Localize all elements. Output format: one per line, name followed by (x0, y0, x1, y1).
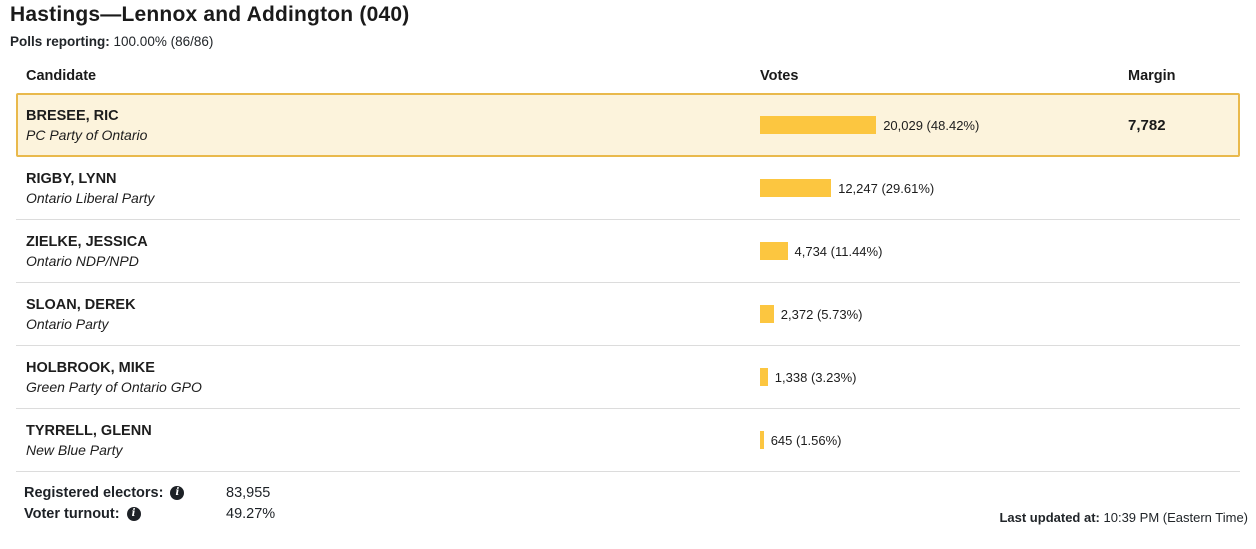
candidate-cell: TYRRELL, GLENN New Blue Party (26, 423, 760, 458)
candidate-name: TYRRELL, GLENN (26, 422, 152, 439)
votes-cell: 4,734 (11.44%) (760, 242, 1120, 260)
column-header-votes: Votes (760, 68, 799, 84)
vote-bar (760, 305, 774, 323)
results-table: Candidate Votes Margin BRESEE, RIC PC Pa… (16, 59, 1240, 472)
polls-reporting-value: 100.00% (86/86) (113, 34, 214, 49)
footer: Registered electors: i 83,955 Voter turn… (24, 485, 1248, 527)
vote-count: 20,029 (48.42%) (883, 117, 980, 133)
page-title: Hastings—Lennox and Addington (040) (10, 3, 410, 26)
registered-electors-row: Registered electors: i 83,955 (24, 485, 275, 501)
vote-count: 4,734 (11.44%) (794, 243, 883, 259)
candidate-row: RIGBY, LYNN Ontario Liberal Party 12,247… (16, 157, 1240, 220)
vote-bar (760, 368, 768, 386)
vote-bar (760, 179, 832, 197)
candidate-name: SLOAN, DEREK (26, 296, 136, 313)
candidate-row: BRESEE, RIC PC Party of Ontario 20,029 (… (16, 93, 1240, 157)
last-updated-label: Last updated at: (999, 510, 1100, 525)
candidate-party: Ontario NDP/NPD (26, 252, 139, 269)
votes-cell: 20,029 (48.42%) (760, 116, 1120, 134)
candidate-name: HOLBROOK, MIKE (26, 359, 155, 376)
last-updated-value: 10:39 PM (Eastern Time) (1103, 510, 1249, 525)
results-page: Hastings—Lennox and Addington (040) Poll… (10, 3, 1248, 527)
margin-value: 7,782 (1128, 116, 1166, 134)
table-header-row: Candidate Votes Margin (16, 59, 1240, 93)
candidate-name: BRESEE, RIC (26, 107, 119, 124)
candidate-cell: HOLBROOK, MIKE Green Party of Ontario GP… (26, 360, 760, 395)
candidate-name: RIGBY, LYNN (26, 170, 117, 187)
votes-cell: 645 (1.56%) (760, 431, 1120, 449)
voter-turnout-label: Voter turnout: i (24, 506, 226, 522)
voter-turnout-value: 49.27% (226, 506, 276, 522)
candidate-party: Ontario Party (26, 315, 109, 332)
candidate-name: ZIELKE, JESSICA (26, 233, 148, 250)
votes-cell: 12,247 (29.61%) (760, 179, 1120, 197)
candidate-party: PC Party of Ontario (26, 126, 148, 143)
votes-cell: 1,338 (3.23%) (760, 368, 1120, 386)
vote-count: 2,372 (5.73%) (780, 306, 863, 322)
results-rows: BRESEE, RIC PC Party of Ontario 20,029 (… (16, 93, 1240, 472)
votes-cell: 2,372 (5.73%) (760, 305, 1120, 323)
info-icon[interactable]: i (126, 507, 141, 521)
candidate-party: Green Party of Ontario GPO (26, 378, 202, 395)
candidate-row: ZIELKE, JESSICA Ontario NDP/NPD 4,734 (1… (16, 220, 1240, 283)
candidate-row: SLOAN, DEREK Ontario Party 2,372 (5.73%) (16, 283, 1240, 346)
candidate-party: New Blue Party (26, 441, 123, 458)
candidate-row: HOLBROOK, MIKE Green Party of Ontario GP… (16, 346, 1240, 409)
column-header-candidate: Candidate (26, 68, 97, 84)
candidate-cell: ZIELKE, JESSICA Ontario NDP/NPD (26, 234, 760, 269)
registered-electors-label-text: Registered electors: (24, 485, 164, 501)
vote-bar (760, 116, 877, 134)
vote-bar (760, 242, 788, 260)
polls-reporting: Polls reporting: 100.00% (86/86) (10, 34, 1240, 49)
candidate-cell: RIGBY, LYNN Ontario Liberal Party (26, 171, 760, 206)
vote-count: 1,338 (3.23%) (774, 369, 857, 385)
column-header-margin: Margin (1128, 68, 1176, 84)
riding-stats: Registered electors: i 83,955 Voter turn… (24, 485, 275, 527)
voter-turnout-label-text: Voter turnout: (24, 506, 120, 522)
candidate-row: TYRRELL, GLENN New Blue Party 645 (1.56%… (16, 409, 1240, 472)
registered-electors-value: 83,955 (226, 485, 271, 501)
candidate-party: Ontario Liberal Party (26, 189, 155, 206)
candidate-cell: BRESEE, RIC PC Party of Ontario (26, 108, 760, 143)
last-updated: Last updated at: 10:39 PM (Eastern Time) (999, 510, 1248, 527)
vote-count: 645 (1.56%) (770, 432, 842, 448)
candidate-cell: SLOAN, DEREK Ontario Party (26, 297, 760, 332)
vote-bar (760, 431, 764, 449)
vote-count: 12,247 (29.61%) (838, 180, 935, 196)
info-icon[interactable]: i (170, 486, 185, 500)
polls-reporting-label: Polls reporting: (10, 34, 110, 49)
registered-electors-label: Registered electors: i (24, 485, 226, 501)
voter-turnout-row: Voter turnout: i 49.27% (24, 506, 275, 522)
